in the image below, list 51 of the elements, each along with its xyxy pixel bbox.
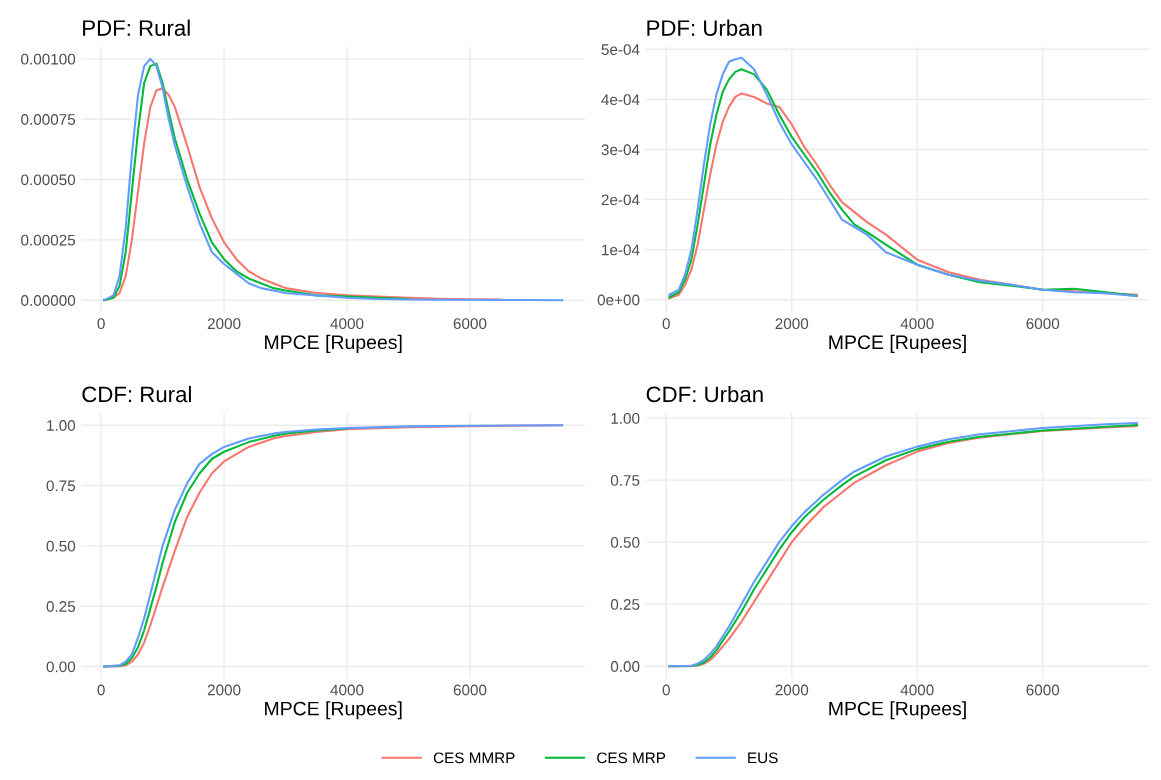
x-tick-label: 2000 <box>207 318 241 330</box>
y-tick-label: 0.00 <box>46 661 76 673</box>
x-tick-label: 2000 <box>775 684 809 696</box>
x-axis-title: MPCE [Rupees] <box>265 334 402 353</box>
legend-label: CES MMRP <box>433 752 515 764</box>
x-tick-label: 2000 <box>207 684 241 696</box>
y-tick-label: 0.25 <box>46 601 76 612</box>
y-tick-label: 5e-04 <box>601 44 640 55</box>
x-tick-label: 4000 <box>330 684 364 696</box>
y-tick-label: 1e-04 <box>602 244 640 256</box>
x-tick-label: 0 <box>97 318 105 330</box>
y-tick-label: 0.75 <box>610 474 640 486</box>
line-series <box>103 424 564 668</box>
x-tick-label: 0 <box>662 684 670 696</box>
y-tick-label: 1.00 <box>611 412 640 424</box>
y-tick-label: 0.00025 <box>21 234 76 246</box>
x-tick-label: 6000 <box>453 684 487 696</box>
x-tick-label: 4000 <box>900 684 934 696</box>
x-tick-label: 6000 <box>1026 318 1060 330</box>
y-tick-label: 0.00075 <box>21 114 76 125</box>
y-tick-label: 0.00050 <box>21 174 76 186</box>
legend-label: CES MRP <box>597 752 666 764</box>
chart-title: PDF: Rural <box>83 19 190 36</box>
x-tick-label: 6000 <box>453 318 487 330</box>
line-series <box>103 57 564 302</box>
chart-title: PDF: Urban <box>647 19 762 36</box>
y-tick-label: 0.25 <box>610 599 640 610</box>
y-tick-label: 0.00000 <box>21 295 76 306</box>
legend-label: EUS <box>748 752 778 764</box>
x-tick-label: 0 <box>97 684 105 696</box>
x-axis-title: MPCE [Rupees] <box>265 701 402 720</box>
y-tick-label: 1.00 <box>47 420 76 431</box>
x-tick-label: 4000 <box>330 318 364 330</box>
y-tick-label: 0.00 <box>610 661 640 672</box>
x-tick-label: 4000 <box>900 318 934 330</box>
y-tick-label: 2e-04 <box>601 194 640 206</box>
y-tick-label: 0e+00 <box>597 294 640 306</box>
y-tick-label: 3e-04 <box>601 144 640 156</box>
y-tick-label: 0.00100 <box>21 53 76 65</box>
chart-title: CDF: Urban <box>646 385 763 403</box>
x-tick-label: 6000 <box>1026 684 1060 696</box>
x-axis-title: MPCE [Rupees] <box>829 334 966 353</box>
chart-title: CDF: Rural <box>82 385 191 403</box>
y-tick-label: 0.50 <box>46 540 76 552</box>
x-axis-title: MPCE [Rupees] <box>829 701 966 720</box>
line-series <box>103 427 349 668</box>
y-tick-label: 4e-04 <box>601 94 640 106</box>
y-tick-label: 0.75 <box>46 480 76 492</box>
x-tick-label: 2000 <box>775 318 809 330</box>
y-tick-label: 0.50 <box>610 537 640 548</box>
x-tick-label: 0 <box>662 318 670 330</box>
